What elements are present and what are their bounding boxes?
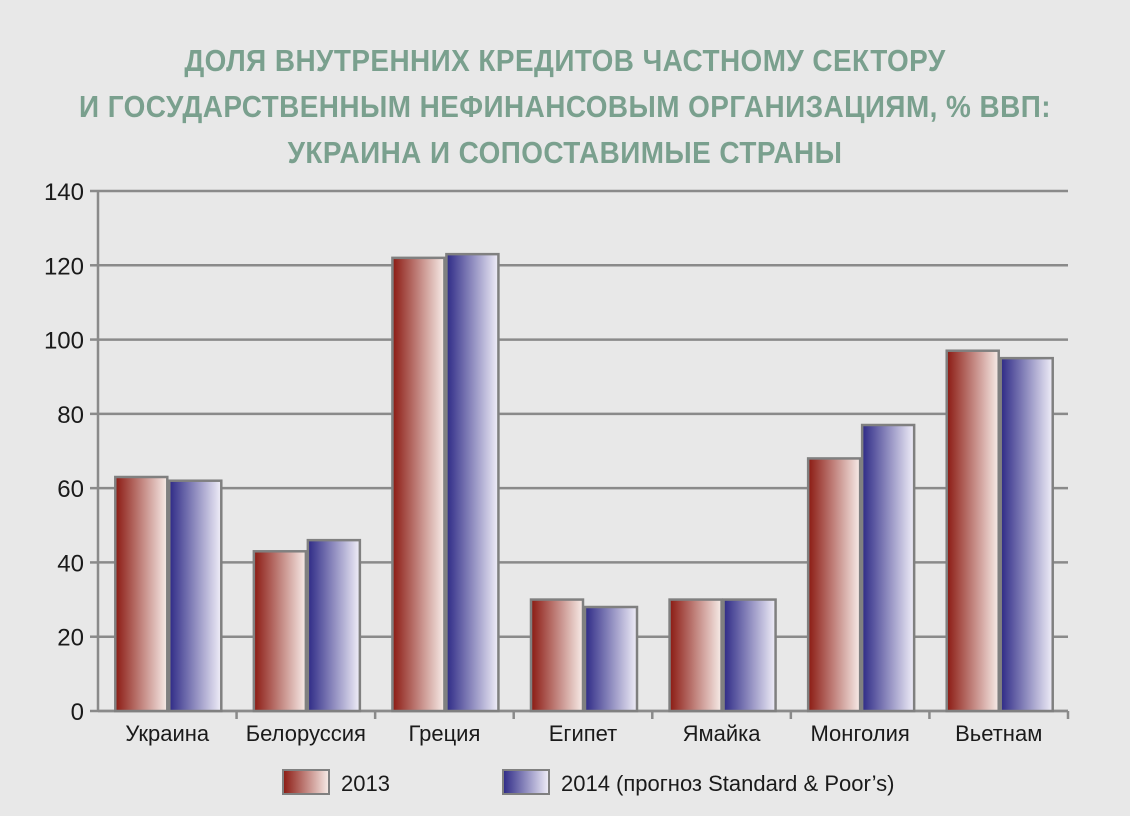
legend-label: 2013	[341, 771, 390, 796]
bar-2014-5	[860, 423, 916, 713]
category-label: Монголия	[810, 721, 909, 746]
bar-2013-6	[945, 349, 1000, 713]
y-tick-label: 20	[57, 625, 84, 652]
y-tick-label: 40	[57, 550, 84, 577]
bar-2014-0	[168, 479, 223, 713]
y-tick-label: 140	[44, 179, 84, 206]
legend-swatch	[502, 769, 550, 795]
category-label: Ямайка	[683, 721, 762, 746]
chart-title-line-3: УКРАИНА И СОПОСТАВИМЫЕ СТРАНЫ	[287, 135, 843, 170]
y-tick-label: 80	[57, 402, 84, 429]
bar-2014-6	[999, 356, 1054, 713]
category-label: Греция	[408, 721, 480, 746]
category-label: Вьетнам	[955, 721, 1042, 746]
bar-2013-4	[668, 598, 723, 713]
legend-label: 2014 (прогноз Standard & Poor’s)	[561, 771, 894, 796]
chart-title-line-1: ДОЛЯ ВНУТРЕННИХ КРЕДИТОВ ЧАСТНОМУ СЕКТОР…	[184, 43, 946, 78]
bar-2013-2	[391, 256, 446, 713]
bar-2013-5	[806, 457, 862, 713]
y-tick-label: 120	[44, 253, 84, 280]
bar-2013-1	[252, 550, 308, 713]
bar-2014-3	[583, 605, 639, 713]
legend-swatch	[282, 769, 330, 795]
bar-2014-2	[445, 252, 500, 713]
chart-title-line-2: И ГОСУДАРСТВЕННЫМ НЕФИНАНСОВЫМ ОРГАНИЗАЦ…	[79, 89, 1051, 124]
chart-title: ДОЛЯ ВНУТРЕННИХ КРЕДИТОВ ЧАСТНОМУ СЕКТОР…	[0, 38, 1130, 176]
bar-2014-4	[722, 598, 777, 713]
y-tick-label: 0	[71, 699, 84, 726]
bar-2013-0	[114, 475, 169, 713]
bars	[114, 252, 1054, 713]
bar-2014-1	[306, 538, 362, 713]
y-tick-label: 60	[57, 476, 84, 503]
category-label: Украина	[125, 721, 210, 746]
bar-2013-3	[529, 598, 585, 713]
y-tick-label: 100	[44, 328, 84, 355]
category-label: Египет	[549, 721, 617, 746]
labels: 0 20 40 60 80 100 120 140 Украина Белоруссия Греци…	[44, 179, 1042, 746]
category-label: Белоруссия	[246, 721, 366, 746]
legend: 2013 2014 (прогноз Standard & Poor’s)	[282, 769, 894, 796]
